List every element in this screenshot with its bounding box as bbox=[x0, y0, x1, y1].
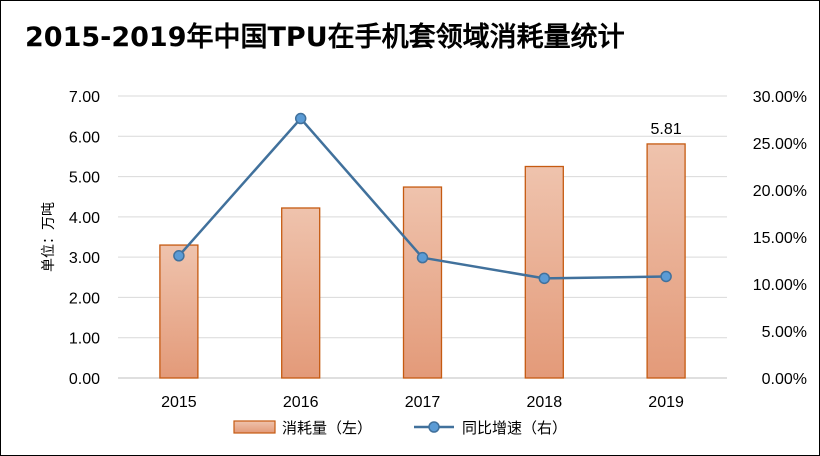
bar bbox=[524, 165, 564, 379]
chart-title: 2015-2019年中国TPU在手机套领域消耗量统计 bbox=[25, 22, 625, 53]
bar bbox=[159, 244, 199, 379]
line-point bbox=[173, 250, 185, 262]
y-tick-label: 2.00 bbox=[69, 290, 100, 307]
legend-swatch-marker bbox=[428, 421, 440, 433]
data-label: 5.81 bbox=[651, 121, 682, 138]
y-tick-label: 0.00 bbox=[69, 371, 100, 388]
line-point bbox=[660, 270, 672, 283]
y-tick-label: 1.00 bbox=[69, 331, 100, 348]
x-tick-label: 2016 bbox=[283, 394, 319, 411]
y2-tick-label: 25.00% bbox=[753, 136, 807, 153]
y-tick-label: 6.00 bbox=[69, 129, 100, 146]
line-point bbox=[538, 272, 551, 285]
x-tick-label: 2019 bbox=[648, 394, 684, 411]
x-tick-label: 2015 bbox=[161, 394, 197, 411]
y2-tick-label: 10.00% bbox=[753, 277, 807, 294]
legend-label-line: 同比增速（右） bbox=[462, 419, 567, 437]
legend-label-bar: 消耗量（左） bbox=[282, 419, 372, 437]
y-tick-label: 3.00 bbox=[69, 250, 100, 267]
y-tick-label: 5.00 bbox=[69, 170, 100, 187]
bar bbox=[402, 186, 443, 379]
y2-tick-label: 5.00% bbox=[762, 324, 807, 341]
y-tick-label: 4.00 bbox=[69, 210, 100, 227]
y-axis-label: 单位：万吨 bbox=[41, 202, 57, 272]
y2-tick-label: 20.00% bbox=[753, 183, 807, 200]
legend-swatch-bar bbox=[233, 420, 276, 434]
line-point bbox=[294, 112, 307, 125]
y2-tick-label: 30.00% bbox=[753, 89, 807, 106]
line-point bbox=[416, 251, 429, 264]
bar bbox=[646, 143, 686, 379]
y-tick-label: 7.00 bbox=[69, 89, 100, 106]
x-tick-label: 2017 bbox=[405, 394, 441, 411]
bar bbox=[281, 207, 321, 379]
y2-tick-label: 15.00% bbox=[753, 230, 807, 247]
y2-tick-label: 0.00% bbox=[762, 371, 807, 388]
x-tick-label: 2018 bbox=[527, 394, 563, 411]
